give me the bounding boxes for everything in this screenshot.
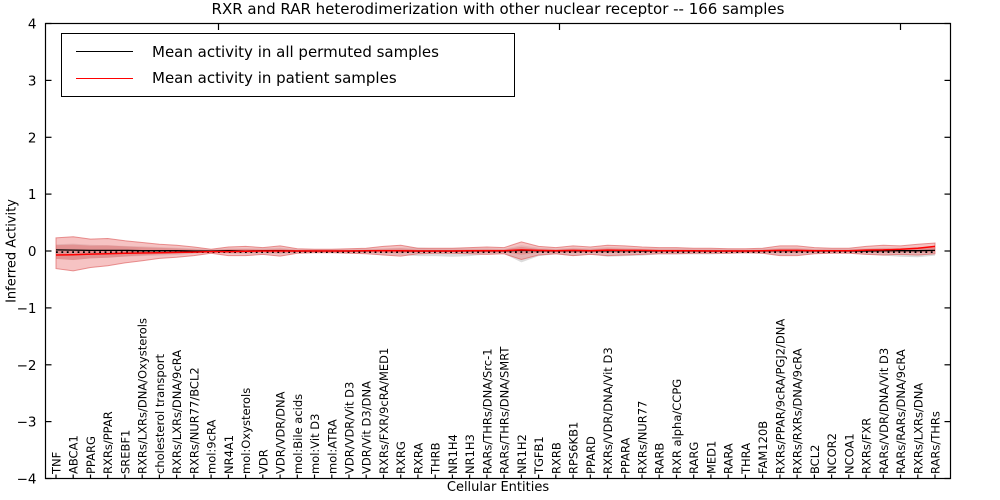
x-tick-label: mol:9cRA xyxy=(205,420,219,474)
x-tick-label: RXRs/VDR/DNA/Vit D3 xyxy=(601,347,615,474)
y-axis-title: Inferred Activity xyxy=(4,199,20,303)
x-tick-label: RXRs/NUR77 xyxy=(636,401,650,474)
legend-label-permuted: Mean activity in all permuted samples xyxy=(152,42,439,61)
y-tick-label: −1 xyxy=(17,301,37,317)
x-tick-label: mol:Oxysterols xyxy=(239,388,253,474)
x-tick-label: TGFB1 xyxy=(532,436,546,475)
y-tick-label: −3 xyxy=(17,415,37,431)
y-tick-label: 2 xyxy=(28,130,37,146)
legend-box: Mean activity in all permuted samples Me… xyxy=(61,33,515,97)
x-tick-label: NR1H3 xyxy=(463,434,477,474)
x-tick-label: VDR/VDR/DNA xyxy=(274,391,288,474)
x-tick-label: PPARA xyxy=(618,437,632,474)
x-tick-label: mol:Bile acids xyxy=(291,394,305,474)
patient-line-swatch xyxy=(76,77,133,79)
legend-item-patient: Mean activity in patient samples xyxy=(76,69,514,87)
x-tick-label: RXRA xyxy=(411,443,425,474)
x-tick-label: RXRs/FXR xyxy=(860,418,874,474)
x-tick-label: RXRs/RXRs/DNA/9cRA xyxy=(791,348,805,474)
x-tick-label: RARs/VDR/DNA/Vit D3 xyxy=(877,348,891,474)
x-tick-label: THRB xyxy=(429,442,443,475)
axis-ticks xyxy=(45,22,951,480)
x-tick-label: RXRs/PPAR xyxy=(101,411,115,474)
patient-std-band xyxy=(55,236,936,272)
x-tick-label: VDR/Vit D3/DNA xyxy=(360,381,374,474)
x-tick-label: RARs/THRs/DNA/SMRT xyxy=(498,346,512,474)
x-tick-label: NR4A1 xyxy=(222,435,236,474)
x-tick-labels: TNF ABCA1 PPARG RXRs/PPAR SREBF1 RXRs/LXRs/DN… xyxy=(50,318,943,475)
x-tick-label: RXRs/LXRs/DNA/Oxysterols xyxy=(136,318,150,474)
x-tick-label: RARs/RARs/DNA/9cRA xyxy=(894,349,908,474)
x-tick-label: NR1H2 xyxy=(515,434,529,474)
y-tick-label: −4 xyxy=(17,472,37,488)
x-tick-label: mol:ATRA xyxy=(325,419,339,474)
x-tick-label: RXR alpha/CCPG xyxy=(670,379,684,474)
permuted-line-swatch xyxy=(76,51,133,53)
x-tick-label: RXRB xyxy=(549,442,563,474)
patient-mean-line xyxy=(55,245,936,256)
x-tick-label: RARA xyxy=(722,443,736,474)
x-tick-label: VDR/VDR/Vit D3 xyxy=(343,382,357,474)
chart-title: RXR and RAR heterodimerization with othe… xyxy=(211,0,785,18)
legend-label-patient: Mean activity in patient samples xyxy=(152,69,397,88)
x-tick-label: RXRs/LXRs/DNA/9cRA xyxy=(170,350,184,474)
x-tick-label: VDR xyxy=(256,449,270,474)
x-tick-label: THRA xyxy=(739,443,753,475)
x-tick-label: ABCA1 xyxy=(67,435,81,474)
y-tick-label: −2 xyxy=(17,358,37,374)
x-tick-label: TNF xyxy=(50,452,64,475)
y-tick-labels: 4 3 2 1 0 −1 −2 −3 −4 xyxy=(17,17,37,488)
x-tick-label: RXRs/FXR/9cRA/MED1 xyxy=(377,348,391,474)
x-tick-label: RXRs/NUR77/BCL2 xyxy=(187,367,201,474)
x-tick-label: RXRs/LXRs/DNA xyxy=(911,383,925,474)
y-tick-label: 4 xyxy=(28,17,37,33)
x-axis-title: Cellular Entities xyxy=(446,480,550,495)
y-tick-label: 0 xyxy=(28,244,37,260)
patient-std-band-inner xyxy=(56,244,935,260)
x-tick-label: NR1H4 xyxy=(446,434,460,474)
x-tick-label: PPARG xyxy=(84,436,98,474)
x-tick-label: RARB xyxy=(653,443,667,474)
x-tick-label: NCOA1 xyxy=(842,433,856,474)
x-tick-label: mol:Vit D3 xyxy=(308,414,322,474)
x-tick-label: RARs/THRs/DNA/Src-1 xyxy=(480,348,494,474)
legend-item-permuted: Mean activity in all permuted samples xyxy=(76,43,514,61)
x-tick-label: FAM120B xyxy=(756,421,770,474)
x-tick-label: RARs/THRs xyxy=(929,411,943,474)
y-tick-label: 1 xyxy=(28,187,37,203)
x-tick-label: RXRG xyxy=(394,441,408,474)
x-tick-label: BCL2 xyxy=(808,445,822,474)
x-tick-label: MED1 xyxy=(704,441,718,474)
x-tick-label: SREBF1 xyxy=(118,430,132,474)
series-bands xyxy=(55,236,936,272)
y-tick-label: 3 xyxy=(28,73,37,89)
x-tick-label: PPARD xyxy=(584,436,598,474)
x-tick-label: RXRs/PPAR/9cRA/PGJ2/DNA xyxy=(773,319,787,474)
x-tick-label: NCOR2 xyxy=(825,433,839,474)
x-tick-label: cholesterol transport xyxy=(153,354,167,474)
x-tick-label: RARG xyxy=(687,442,701,474)
x-tick-label: RPS6KB1 xyxy=(567,422,581,474)
series-lines xyxy=(55,245,936,256)
